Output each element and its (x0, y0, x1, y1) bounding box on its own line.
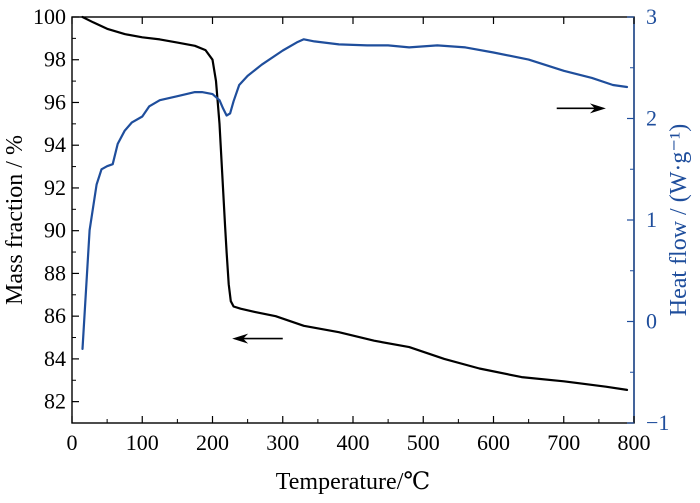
y-left-tick-label: 98 (44, 47, 66, 72)
y-right-tick-label: 1 (646, 207, 657, 232)
plot-border (71, 16, 635, 424)
y-left-tick-label: 94 (44, 132, 66, 157)
y-right-axis-title: Heat flow / (W·g⁻¹) (666, 124, 692, 316)
x-tick-label: 700 (547, 430, 580, 455)
x-tick-label: 400 (337, 430, 370, 455)
y-left-tick-label: 82 (44, 389, 66, 414)
x-tick-label: 500 (407, 430, 440, 455)
y-left-tick-label: 88 (44, 260, 66, 285)
series-group (81, 15, 629, 391)
x-tick-label: 600 (477, 430, 510, 455)
x-tick-label: 300 (266, 430, 299, 455)
y-right-tick-label: −1 (646, 410, 669, 435)
y-right-tick-label: 3 (646, 4, 657, 29)
x-tick-label: 800 (618, 430, 651, 455)
y-right-tick-label: 2 (646, 106, 657, 131)
tick-labels: 0 100 200 300 400 500 600 700 800 82 84 86 88 90 92 94 9… (33, 4, 669, 455)
plot-frame (71, 16, 635, 424)
left-arrow-icon (232, 333, 283, 344)
y-left-tick-label: 100 (33, 4, 66, 29)
ticks (71, 16, 635, 424)
y-left-tick-label: 84 (44, 346, 66, 371)
arrows (232, 103, 606, 344)
y-left-tick-label: 92 (44, 175, 66, 200)
right-arrow-icon (556, 103, 606, 114)
y-left-tick-label: 90 (44, 218, 66, 243)
y-right-tick-label: 0 (646, 309, 657, 334)
x-axis-title: Temperature/℃ (276, 469, 430, 495)
x-tick-label: 200 (196, 430, 229, 455)
x-tick-label: 0 (67, 430, 78, 455)
heat-flow-series-line (81, 38, 629, 350)
y-left-axis-title: Mass fraction / % (2, 135, 28, 305)
y-left-tick-label: 86 (44, 303, 66, 328)
x-tick-label: 100 (126, 430, 159, 455)
mass-fraction-series-line (81, 15, 629, 391)
y-left-tick-label: 96 (44, 89, 66, 114)
